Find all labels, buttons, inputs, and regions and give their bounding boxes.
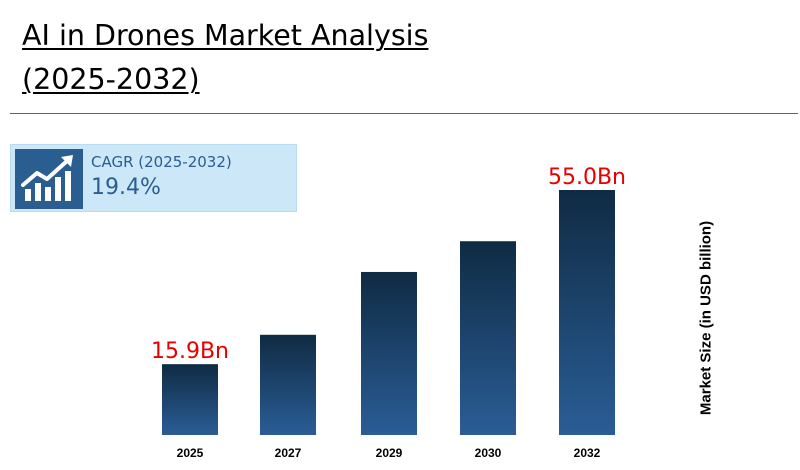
title-line-2: (2025-2032) (22, 63, 200, 96)
x-tick-label: 2025 (177, 446, 204, 460)
x-tick-label: 2029 (376, 446, 403, 460)
cagr-value: 19.4% (91, 175, 161, 200)
bar-2032 (559, 190, 615, 435)
data-label: 15.9Bn (151, 339, 229, 364)
page-title: AI in Drones Market Analysis (2025-2032) (22, 14, 428, 102)
growth-chart-icon (15, 149, 83, 209)
title-line-1: AI in Drones Market Analysis (22, 19, 429, 52)
title-divider (10, 113, 798, 114)
bar-2025 (162, 364, 218, 435)
x-tick-label: 2030 (475, 446, 502, 460)
y-axis-label: Market Size (in USD billion) (697, 220, 715, 416)
x-tick-label: 2027 (275, 446, 302, 460)
data-label: 55.0Bn (548, 165, 626, 190)
cagr-label: CAGR (2025-2032) (91, 153, 232, 171)
bar-2027 (260, 334, 316, 435)
bar-2030 (460, 241, 516, 435)
cagr-box: CAGR (2025-2032) 19.4% (10, 144, 297, 212)
bar-2029 (361, 271, 417, 435)
x-tick-label: 2032 (574, 446, 601, 460)
